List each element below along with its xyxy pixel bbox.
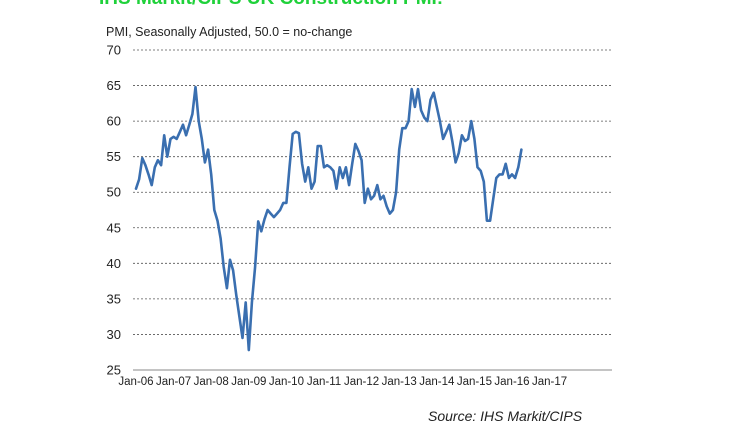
x-tick-label: Jan-11 [307,376,341,388]
y-tick-label: 60 [107,114,121,129]
y-tick-label: 40 [107,256,121,271]
x-tick-label: Jan-16 [494,376,529,388]
x-tick-label: Jan-06 [118,376,153,388]
chart-subtitle: PMI, Seasonally Adjusted, 50.0 = no-chan… [106,25,353,39]
x-tick-label: Jan-10 [269,376,304,388]
y-axis: 25 30 35 40 45 50 55 60 65 70 [107,43,121,378]
y-tick-label: 25 [107,363,121,378]
y-tick-label: 45 [107,220,121,235]
x-tick-label: Jan-08 [194,376,229,388]
x-tick-label: Jan-09 [231,376,266,388]
y-tick-label: 50 [107,185,121,200]
y-tick-label: 65 [107,78,121,93]
y-tick-label: 55 [107,149,121,164]
chart-source: Source: IHS Markit/CIPS [428,408,583,424]
series-layer [134,85,523,352]
x-axis: Jan-06 Jan-07 Jan-08 Jan-09 Jan-10 Jan-11 Jan-… [118,369,612,388]
chart-title: IHS Markit/CIPS UK Construction PMI: [99,0,443,10]
y-tick-label: 30 [107,327,121,342]
series-line-construction-pmi [134,85,523,352]
x-tick-label: Jan-15 [457,376,492,388]
y-tick-label: 35 [107,291,121,306]
x-tick-label: Jan-13 [382,376,417,388]
grid-layer [133,49,612,335]
x-tick-label: Jan-17 [532,376,567,388]
x-tick-label: Jan-12 [344,376,379,388]
y-tick-label: 70 [107,43,121,58]
x-tick-label: Jan-14 [419,376,455,388]
x-tick-label: Jan-07 [156,376,191,388]
